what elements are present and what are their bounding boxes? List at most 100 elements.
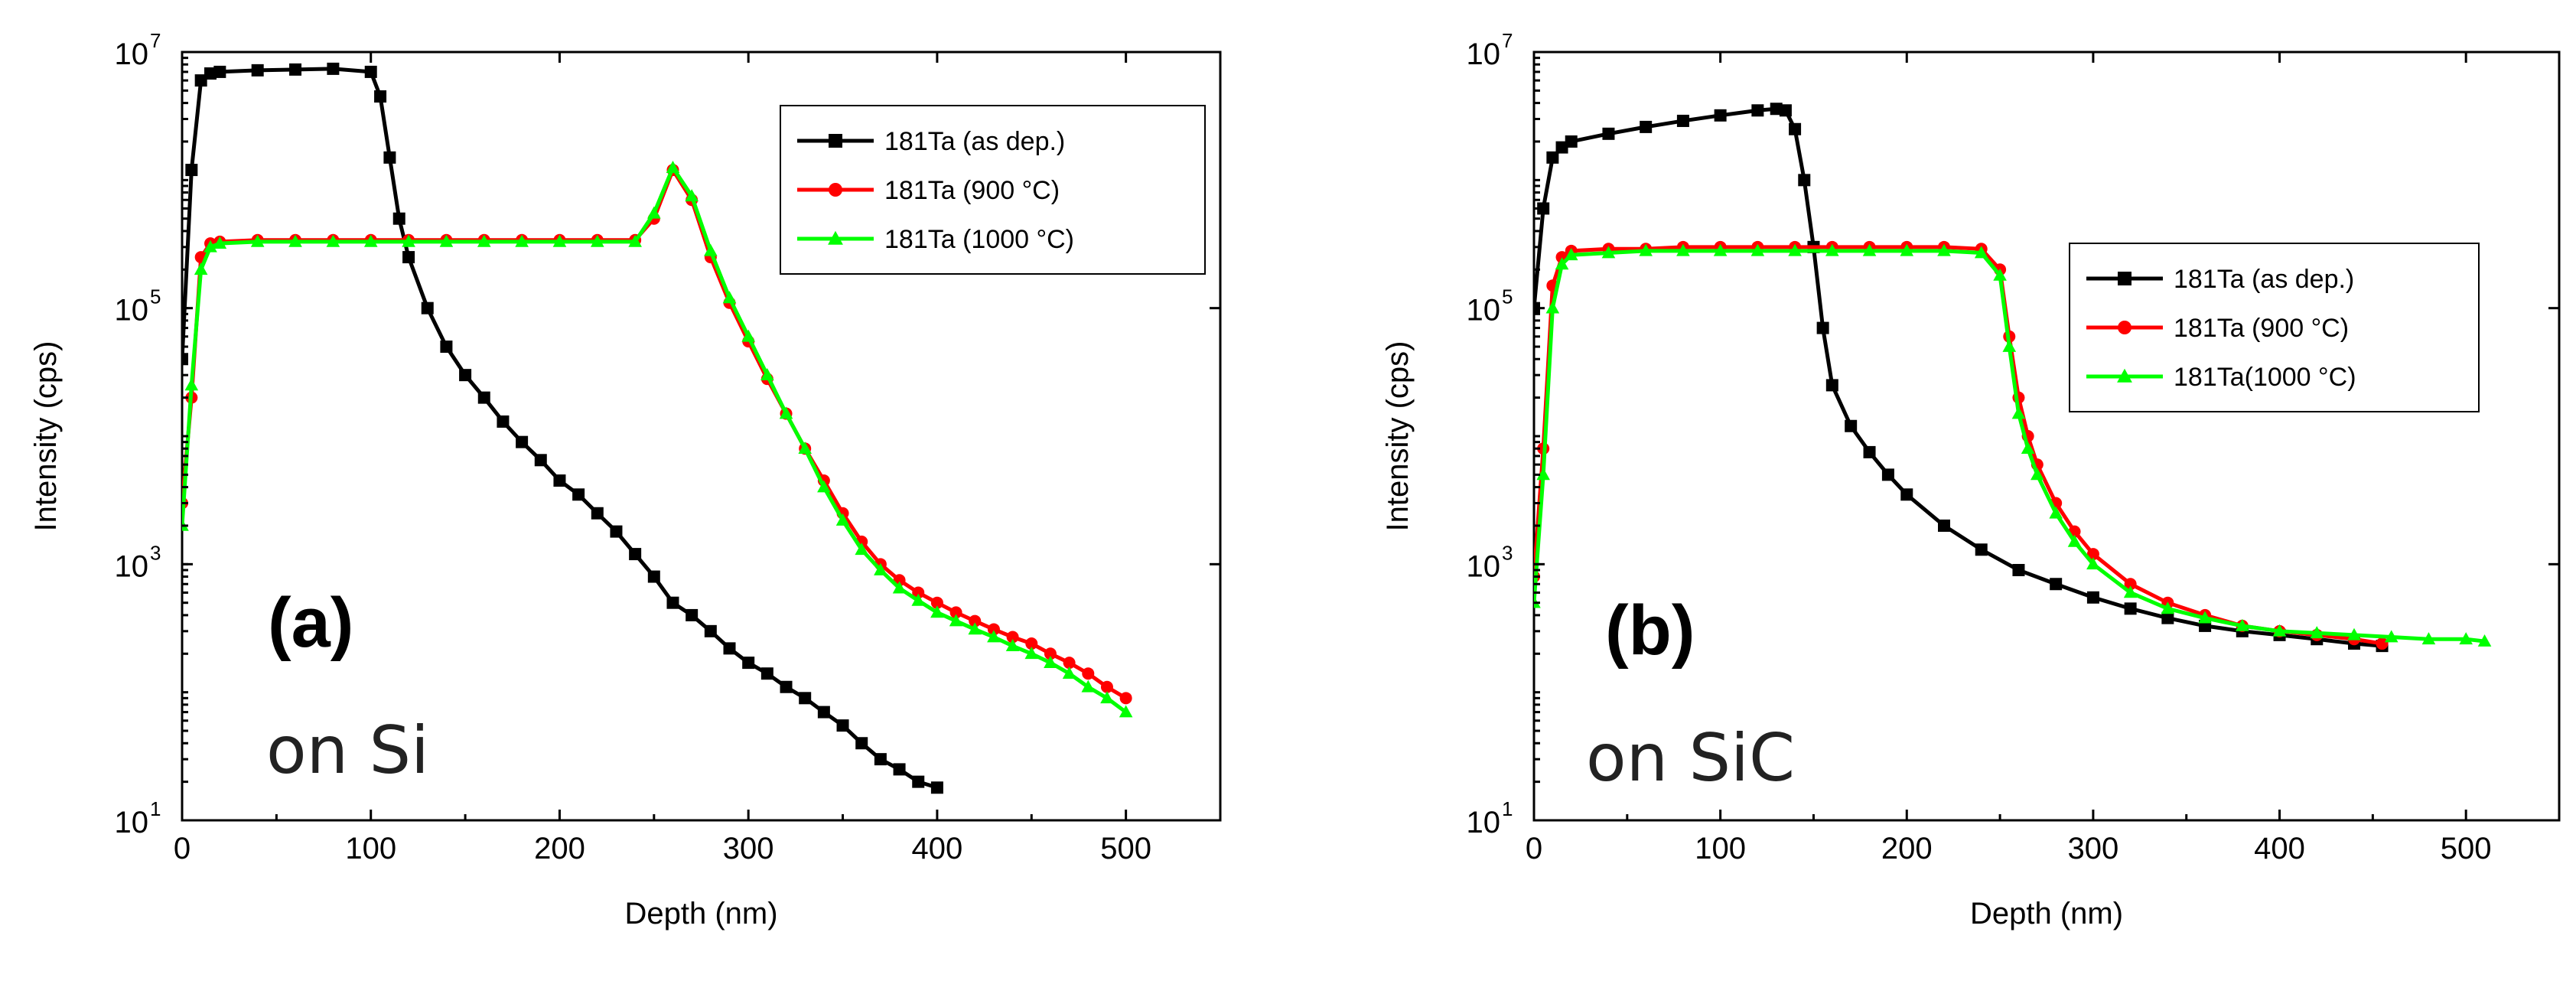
series-3-point xyxy=(477,234,491,247)
series-2-point xyxy=(2086,548,2099,561)
legend: 181Ta (as dep.) 181Ta (900 °C) 181Ta(1000 … xyxy=(2069,243,2480,412)
series-1-point xyxy=(760,667,773,680)
series-1-point xyxy=(553,474,566,487)
series-1-point xyxy=(213,65,226,78)
series-1-point xyxy=(1789,122,1802,135)
series-3-point xyxy=(1534,595,1541,608)
series-3-point xyxy=(439,234,454,247)
series-layer xyxy=(1534,103,2492,653)
legend-swatch-marker xyxy=(829,134,842,148)
series-1-point xyxy=(421,301,434,315)
series-3-point xyxy=(704,243,718,256)
series-1-point xyxy=(723,642,736,655)
series-3-point xyxy=(2049,506,2063,519)
substrate-label: on Si xyxy=(266,712,429,789)
series-3-point xyxy=(1825,243,1839,256)
series-3-point xyxy=(1044,655,1057,668)
series-1-point xyxy=(1602,127,1615,140)
series-3-point xyxy=(2421,632,2436,645)
legend-swatch-marker xyxy=(829,183,842,197)
y-tick-label: 10 xyxy=(115,549,149,583)
legend-entry-label: 181Ta (as dep.) xyxy=(884,127,1065,156)
series-3-point xyxy=(1024,647,1039,660)
series-2-point xyxy=(1063,657,1076,670)
x-tick-label: 300 xyxy=(723,832,774,865)
series-2-point xyxy=(1025,637,1038,650)
series-3-point xyxy=(1974,246,1988,259)
series-3-point xyxy=(2236,618,2249,631)
series-1-point xyxy=(1863,445,1876,458)
series-3-point xyxy=(2459,632,2473,645)
series-3-point xyxy=(552,234,567,247)
series-1-point xyxy=(516,435,529,448)
x-axis-title: Depth (nm) xyxy=(1970,897,2123,930)
y-tick-exponent: 3 xyxy=(1502,541,1513,564)
series-1-point xyxy=(1546,151,1559,164)
series-1-point xyxy=(742,657,755,670)
series-3-point xyxy=(2161,601,2175,614)
legend: 181Ta (as dep.) 181Ta (900 °C) 181Ta (1000… xyxy=(780,105,1206,275)
series-3-point xyxy=(741,329,755,342)
series-1-point xyxy=(1938,519,1950,532)
series-1-point xyxy=(1714,109,1727,122)
series-3-point xyxy=(288,234,302,247)
legend-swatch-marker xyxy=(2118,321,2131,334)
series-3-point xyxy=(1937,243,1951,256)
legend-entry-label: 181Ta (900 °C) xyxy=(884,176,1060,205)
series-1-point xyxy=(855,737,868,750)
y-tick-label: 10 xyxy=(1467,806,1501,839)
x-axis-title: Depth (nm) xyxy=(624,897,777,930)
series-3-point xyxy=(591,234,604,247)
series-3-point xyxy=(2477,634,2492,647)
series-3-point xyxy=(817,480,831,493)
series-3-point xyxy=(1862,243,1877,256)
legend-swatch-marker xyxy=(828,230,843,245)
series-1-point xyxy=(374,90,387,103)
series-3-point xyxy=(968,622,982,635)
y-tick-label: 10 xyxy=(1467,37,1501,71)
series-3-point xyxy=(515,234,529,247)
y-tick-exponent: 1 xyxy=(150,797,161,820)
series-1-point xyxy=(534,454,547,467)
series-1-point xyxy=(780,680,793,693)
series-3-point xyxy=(987,630,1001,643)
x-tick-label: 500 xyxy=(1100,832,1151,865)
series-1-point xyxy=(251,64,264,77)
series-3-point xyxy=(1081,680,1096,693)
y-tick-label: 10 xyxy=(115,806,149,839)
plot-frame xyxy=(1532,51,2561,822)
series-2-point xyxy=(1119,692,1132,705)
series-3-point xyxy=(184,378,199,391)
series-1-point xyxy=(383,151,396,164)
series-line-2 xyxy=(1534,245,2382,646)
panel-label: (a) xyxy=(268,584,353,662)
y-tick-label: 10 xyxy=(115,294,149,328)
y-tick-exponent: 7 xyxy=(1502,29,1513,52)
x-tick-label: 400 xyxy=(912,832,963,865)
series-3-point xyxy=(1993,268,2007,281)
x-tick-label: 200 xyxy=(1881,832,1933,865)
series-1-point xyxy=(185,164,198,177)
y-tick-exponent: 1 xyxy=(1502,797,1513,820)
series-3-point xyxy=(2198,611,2212,624)
series-3-point xyxy=(855,543,869,556)
series-3-point xyxy=(2086,557,2100,570)
series-2-point xyxy=(930,596,943,609)
series-3-point xyxy=(2002,339,2017,352)
series-1-point xyxy=(686,608,699,621)
series-3-point xyxy=(1788,243,1802,256)
series-3-point xyxy=(2011,406,2026,419)
series-3-point xyxy=(1676,243,1690,256)
series-3-point xyxy=(1555,257,1569,270)
x-tick-label: 0 xyxy=(1526,832,1542,865)
y-tick-label: 10 xyxy=(1467,294,1501,328)
series-2-point xyxy=(1082,667,1095,680)
series-1-point xyxy=(836,719,849,732)
series-1-point xyxy=(194,74,207,87)
series-1-point xyxy=(666,596,679,609)
series-2-point xyxy=(949,606,962,619)
series-1-point xyxy=(459,369,472,382)
series-1-point xyxy=(2124,602,2137,615)
series-1-point xyxy=(1779,104,1792,117)
series-1-point xyxy=(1975,543,1988,556)
